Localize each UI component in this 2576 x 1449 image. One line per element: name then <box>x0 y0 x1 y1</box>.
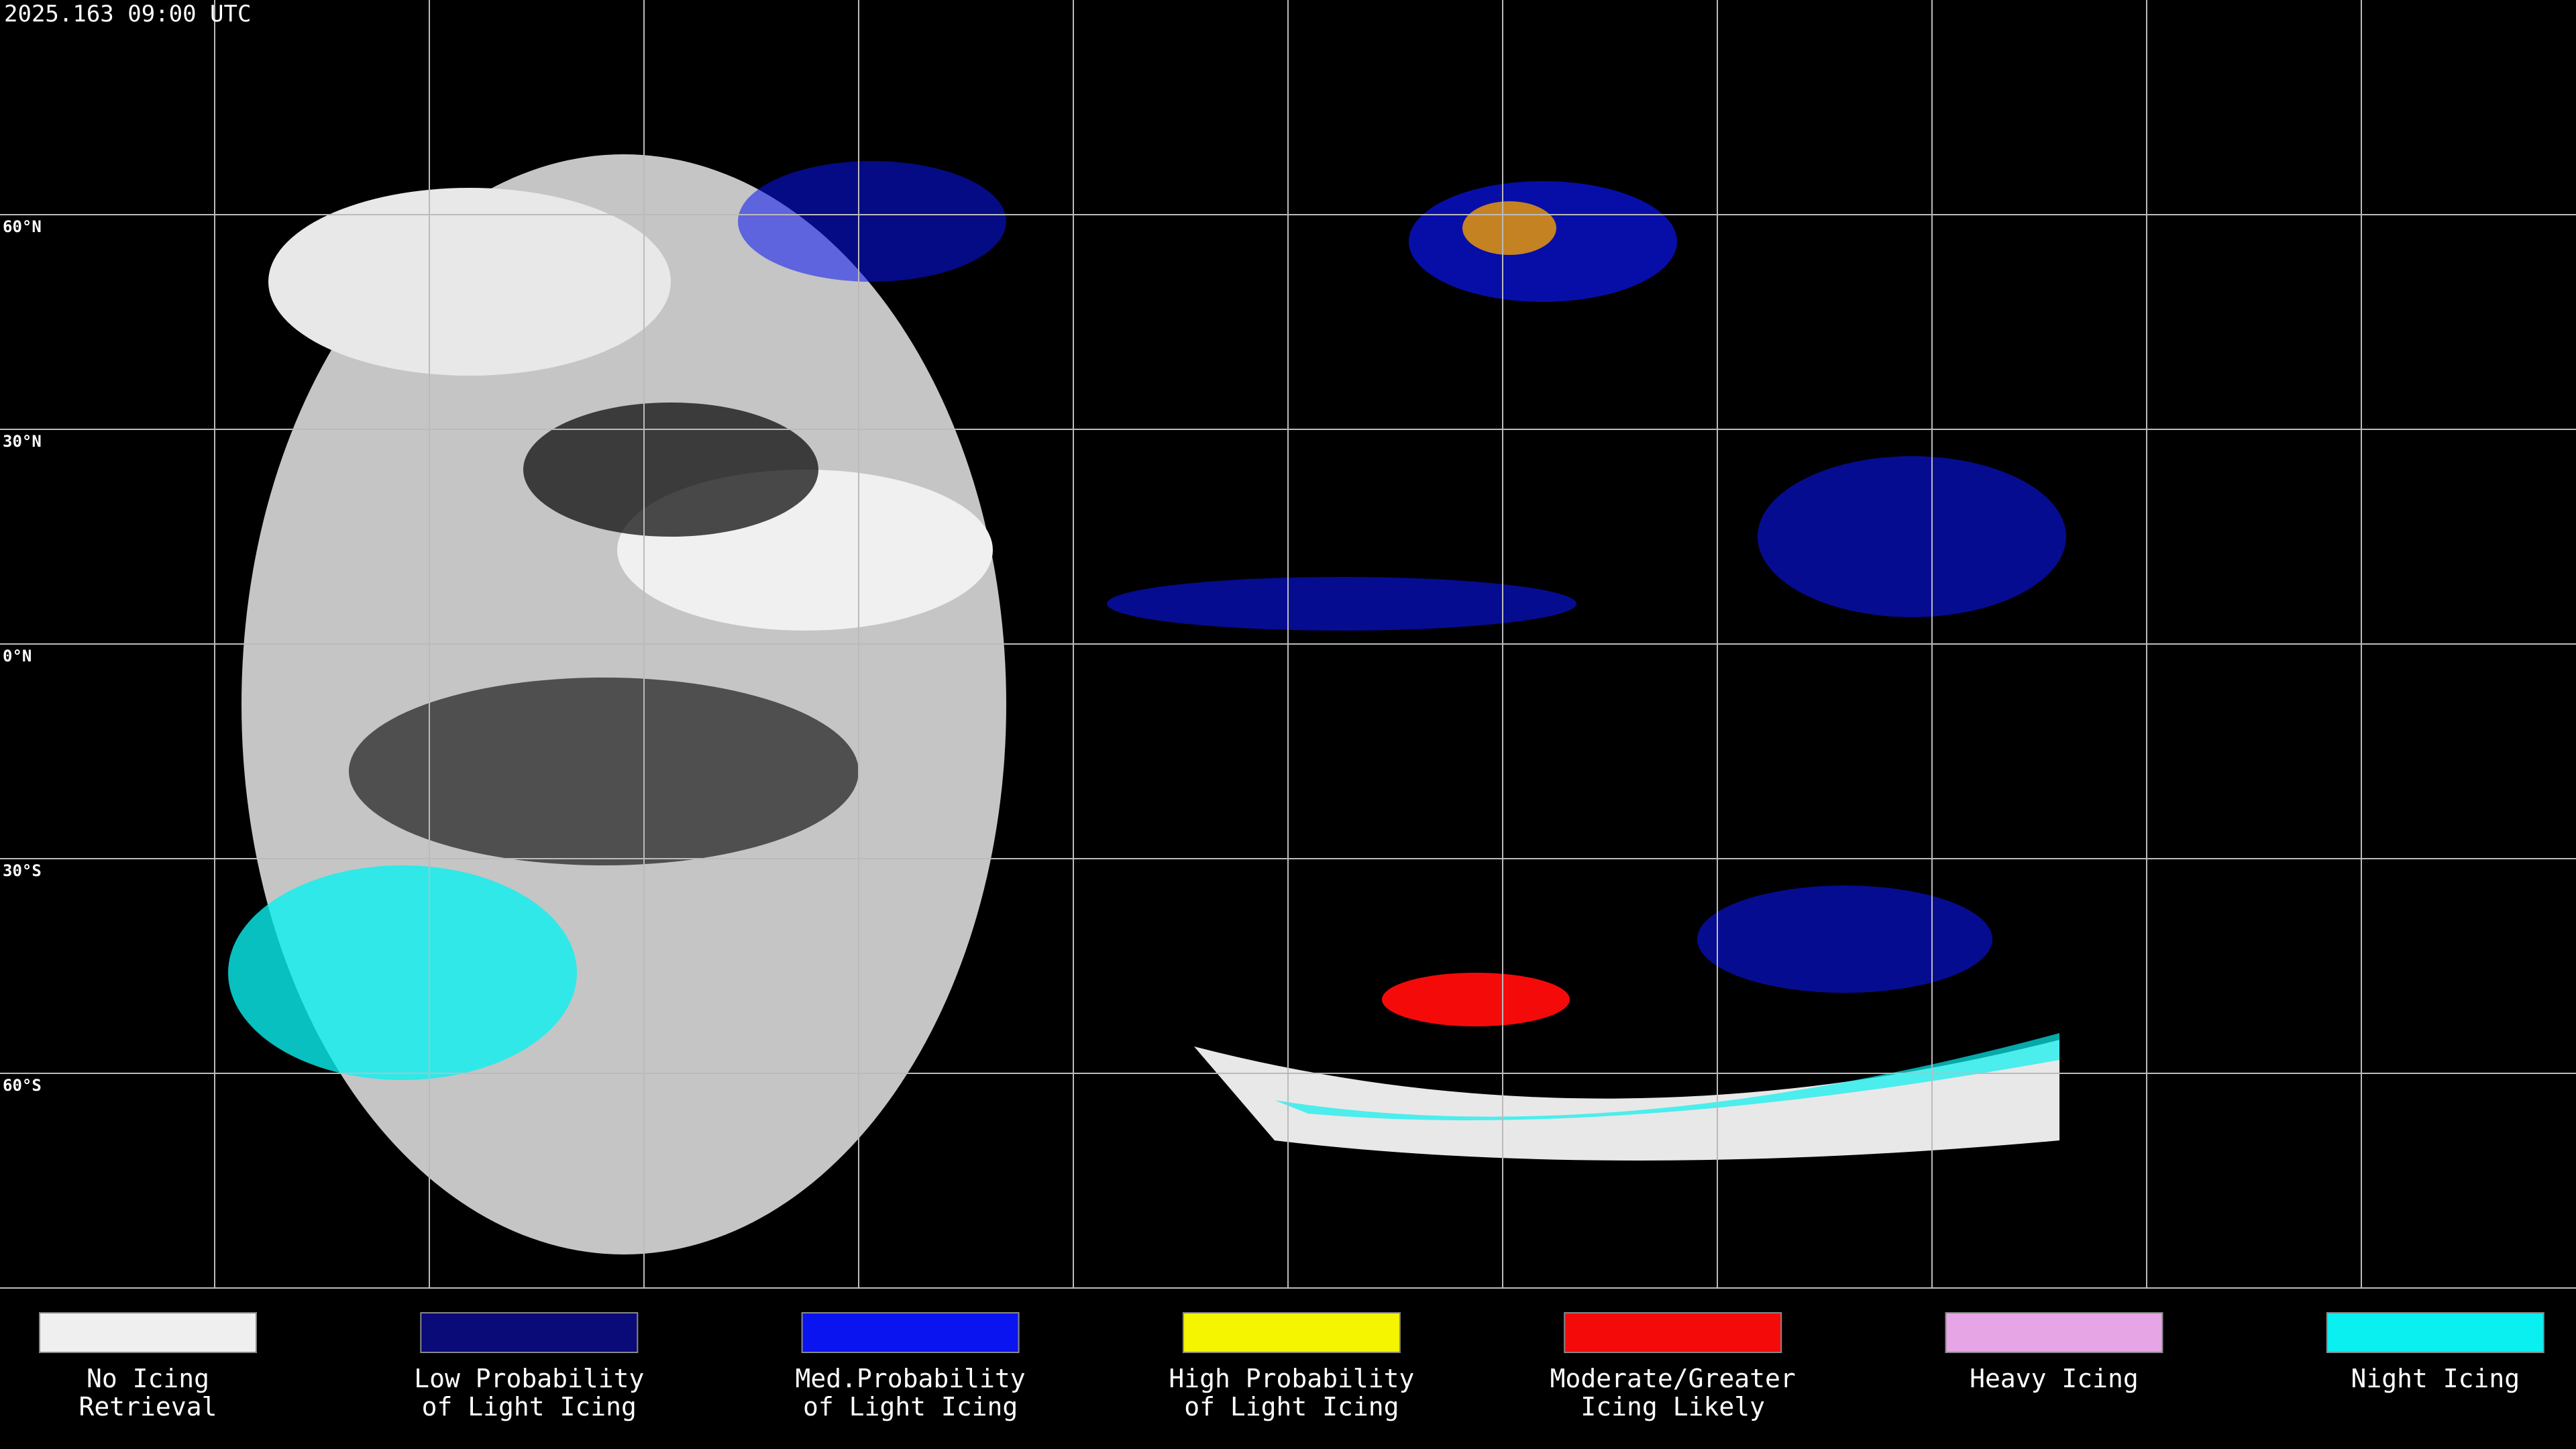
legend-swatch <box>1945 1312 2163 1353</box>
cloud-patch <box>268 188 671 376</box>
icing-patch <box>1382 973 1570 1026</box>
cloud-imagery <box>228 154 2066 1254</box>
latitude-labels: 60°N 30°N 0°N 30°S 60°S <box>3 217 42 1095</box>
latitude-label: 0°N <box>3 647 32 665</box>
icing-patch <box>1758 456 2066 617</box>
legend-label: Med.Probability <box>796 1364 1026 1393</box>
legend-label: Low Probability <box>414 1364 644 1393</box>
icing-patch <box>1462 201 1556 255</box>
timestamp: 2025.163 09:00 UTC <box>4 1 251 28</box>
latitude-label: 60°S <box>3 1076 42 1095</box>
legend-swatch <box>2326 1312 2544 1353</box>
legend-label: of Light Icing <box>803 1392 1018 1421</box>
graticule <box>0 0 2576 1289</box>
legend-swatch <box>801 1312 1020 1353</box>
icing-patch <box>738 161 1006 282</box>
legend-label: High Probability <box>1169 1364 1414 1393</box>
legend-label: Night Icing <box>2351 1364 2520 1393</box>
icing-patch <box>1697 885 1992 993</box>
latitude-label: 30°N <box>3 432 42 451</box>
clear-patch <box>523 402 818 537</box>
legend-swatch <box>1564 1312 1782 1353</box>
latitude-label: 30°S <box>3 861 42 880</box>
night-band <box>1275 1033 2059 1120</box>
night-patch <box>228 865 577 1080</box>
legend-label: Heavy Icing <box>1970 1364 2139 1393</box>
legend-swatch <box>39 1312 257 1353</box>
legend-label: Icing Likely <box>1580 1392 1765 1421</box>
south-band <box>1194 1040 2059 1161</box>
legend-label: Retrieval <box>79 1392 217 1421</box>
legend-swatch <box>1182 1312 1401 1353</box>
clear-patch <box>349 678 859 865</box>
legend-label: of Light Icing <box>422 1392 637 1421</box>
legend-label: of Light Icing <box>1184 1392 1399 1421</box>
icing-patch <box>1107 577 1576 631</box>
legend-label: Moderate/Greater <box>1550 1364 1796 1393</box>
latitude-label: 60°N <box>3 217 42 236</box>
legend-label: No Icing <box>87 1364 209 1393</box>
legend-swatch <box>420 1312 639 1353</box>
